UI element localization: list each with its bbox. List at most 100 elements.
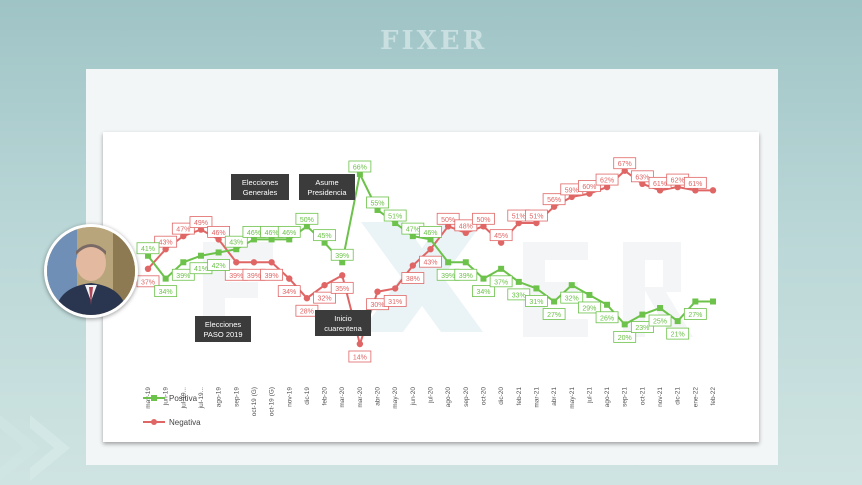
- negativa-data-label: 56%: [542, 193, 566, 206]
- svg-text:31%: 31%: [388, 299, 402, 306]
- negativa-data-label: 34%: [277, 285, 301, 298]
- negativa-data-label: 46%: [207, 225, 231, 238]
- svg-text:62%: 62%: [671, 178, 685, 185]
- svg-text:cuarentena: cuarentena: [324, 324, 362, 333]
- svg-text:31%: 31%: [529, 299, 543, 306]
- svg-text:27%: 27%: [547, 312, 561, 319]
- x-tick-label: feb-21: [516, 387, 523, 406]
- x-tick-label: sep-21: [622, 387, 629, 407]
- svg-text:26%: 26%: [600, 315, 614, 322]
- negativa-point: [497, 239, 505, 246]
- positiva-point: [215, 249, 222, 256]
- svg-text:61%: 61%: [688, 181, 702, 188]
- positiva-data-label: 32%: [560, 291, 584, 304]
- negativa-point: [656, 187, 664, 194]
- positiva-point: [145, 252, 151, 259]
- negativa-data-label: 51%: [525, 209, 548, 222]
- positiva-point: [533, 285, 540, 292]
- svg-text:46%: 46%: [265, 230, 279, 237]
- x-tick-label: dic-20: [498, 387, 505, 405]
- svg-text:Generales: Generales: [243, 188, 278, 197]
- positiva-point: [462, 259, 469, 266]
- positiva-data-label: 29%: [578, 301, 601, 314]
- positiva-point: [339, 259, 346, 266]
- positiva-data-label: 42%: [207, 259, 231, 271]
- svg-text:41%: 41%: [194, 266, 208, 273]
- positiva-point: [515, 278, 522, 285]
- negativa-point: [303, 295, 311, 302]
- negativa-data-label: 61%: [683, 176, 707, 189]
- negativa-data-label: 43%: [419, 255, 442, 268]
- negativa-point: [321, 281, 328, 289]
- legend-positiva: Positiva: [143, 394, 198, 403]
- negativa-data-label: 50%: [436, 212, 460, 225]
- svg-text:61%: 61%: [653, 181, 667, 188]
- svg-text:39%: 39%: [247, 273, 261, 280]
- svg-text:45%: 45%: [318, 233, 332, 240]
- svg-text:35%: 35%: [335, 286, 349, 293]
- negativa-point: [144, 265, 152, 273]
- x-tick-label: ago-19: [216, 387, 223, 408]
- negativa-point: [444, 223, 452, 230]
- positiva-data-label: 43%: [224, 235, 248, 248]
- svg-text:51%: 51%: [512, 214, 526, 221]
- x-tick-label: mar-21: [533, 387, 540, 408]
- svg-text:32%: 32%: [318, 296, 332, 303]
- positiva-point: [409, 233, 416, 240]
- positiva-data-label: 37%: [489, 275, 513, 288]
- x-tick-label: abr-21: [551, 387, 558, 406]
- svg-text:Presidencia: Presidencia: [307, 188, 347, 197]
- svg-text:30%: 30%: [371, 302, 385, 309]
- negativa-point: [674, 183, 681, 191]
- svg-text:29%: 29%: [582, 305, 596, 312]
- svg-text:50%: 50%: [476, 217, 490, 224]
- negativa-data-label: 32%: [313, 291, 336, 304]
- negativa-point: [639, 180, 646, 188]
- negativa-point: [233, 259, 240, 266]
- negativa-point: [374, 288, 381, 295]
- svg-text:66%: 66%: [353, 165, 367, 172]
- svg-text:39%: 39%: [265, 273, 279, 280]
- positiva-data-label: 39%: [330, 248, 354, 261]
- positiva-data-label: 45%: [313, 229, 336, 242]
- positiva-data-label: 50%: [295, 212, 319, 225]
- positiva-data-label: 34%: [154, 285, 178, 298]
- svg-text:45%: 45%: [494, 233, 508, 240]
- x-tick-label: jul-20: [428, 387, 435, 404]
- svg-text:39%: 39%: [229, 273, 243, 280]
- negativa-point: [550, 203, 558, 210]
- svg-text:62%: 62%: [600, 178, 614, 185]
- negativa-data-label: 60%: [578, 180, 601, 193]
- positiva-data-label: 51%: [383, 209, 407, 222]
- positiva-point: [445, 259, 452, 266]
- negativa-point: [356, 340, 364, 348]
- negativa-data-label: 28%: [295, 304, 319, 317]
- svg-text:43%: 43%: [229, 240, 243, 247]
- svg-text:50%: 50%: [441, 217, 455, 224]
- x-tick-label: jun-20: [410, 387, 417, 406]
- negativa-point: [286, 275, 293, 282]
- positiva-data-label: 39%: [454, 268, 478, 281]
- svg-text:46%: 46%: [247, 230, 261, 237]
- x-tick-label: feb-20: [322, 387, 329, 406]
- positiva-point: [639, 311, 646, 318]
- x-tick-label: abr-20: [375, 387, 382, 406]
- svg-text:37%: 37%: [141, 279, 155, 286]
- svg-text:47%: 47%: [176, 227, 190, 234]
- svg-text:23%: 23%: [635, 325, 649, 332]
- negativa-data-label: 50%: [472, 212, 495, 225]
- x-tick-label: oct-19 (G): [251, 387, 258, 416]
- svg-text:Negativa: Negativa: [169, 418, 201, 427]
- negativa-point: [409, 262, 417, 269]
- svg-text:48%: 48%: [459, 223, 473, 230]
- negativa-point: [250, 259, 258, 266]
- x-tick-label: dic-21: [675, 387, 682, 405]
- negativa-point: [215, 236, 222, 243]
- positiva-data-label: 33%: [507, 288, 531, 301]
- negativa-point: [180, 232, 187, 240]
- svg-text:28%: 28%: [300, 309, 314, 316]
- positiva-point: [180, 259, 187, 266]
- negativa-data-label: 37%: [136, 275, 160, 288]
